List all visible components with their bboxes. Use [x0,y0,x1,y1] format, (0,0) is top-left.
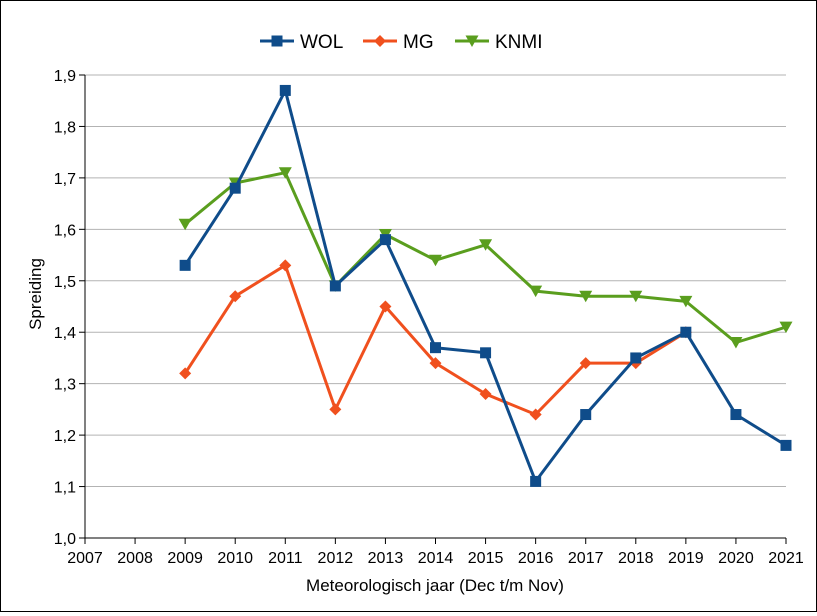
y-tick-label: 1,5 [54,274,76,291]
data-point [229,182,241,194]
data-point [629,290,643,303]
legend-marker [465,35,479,47]
legend: WOL MG KNMI [260,32,543,53]
x-tick-label: 2007 [67,550,103,567]
data-point [179,259,191,271]
data-point [379,234,391,246]
x-tick-label: 2009 [167,550,203,567]
y-tick-label: 1,6 [54,222,76,239]
x-tick-label: 2017 [568,550,604,567]
data-point [580,409,592,421]
x-tick-label: 2010 [217,550,253,567]
legend-marker [271,35,283,47]
y-tick-labels: 1,0 1,1 1,2 1,3 1,4 1,5 1,6 1,7 1,8 1,9 [54,68,76,548]
legend-marker [374,35,386,47]
series-line-knmi [184,171,787,344]
legend-label: KNMI [495,32,543,53]
y-tick-label: 1,0 [54,531,76,548]
data-point [429,357,442,370]
data-point [278,167,292,179]
x-tick-label: 2013 [368,550,404,567]
series-knmi [178,167,793,349]
x-tick-label: 2014 [418,550,454,567]
data-point [279,259,292,272]
y-tick-label: 1,1 [54,480,76,497]
series-mg [179,259,692,421]
data-point [178,218,192,231]
data-point [529,408,542,421]
x-tick-label: 2011 [268,550,303,567]
series-wol [179,84,792,487]
y-axis-label: Spreiding [26,258,45,330]
data-point [730,409,742,421]
data-point [429,254,442,267]
data-point [179,367,192,380]
data-point [329,403,342,416]
data-point [479,387,492,400]
series-group [178,84,793,487]
legend-item-mg: MG [363,32,434,53]
data-point [630,352,642,364]
y-tick-label: 1,9 [54,68,76,85]
x-tick-labels: 2007 2008 2009 2010 2011 2012 2013 2014 2015 2016… [67,550,804,567]
data-point [279,84,291,96]
x-tick-label: 2019 [668,550,704,567]
data-point [329,280,341,292]
axes [79,74,787,544]
x-tick-label: 2015 [468,550,504,567]
data-point [530,475,542,487]
data-point [780,439,792,451]
y-tick-label: 1,2 [54,428,76,445]
data-point [229,290,242,303]
data-point [430,342,441,354]
legend-item-wol: WOL [260,32,343,53]
data-point [579,357,592,370]
data-point [679,295,693,308]
data-point [680,326,692,338]
legend-label: MG [403,32,434,53]
x-tick-label: 2016 [518,550,554,567]
y-tick-label: 1,3 [54,377,76,394]
x-tick-label: 2018 [618,550,654,567]
x-tick-label: 2020 [718,550,754,567]
series-line-wol [183,88,787,483]
legend-label: WOL [300,32,343,53]
data-point [480,347,492,359]
data-point [779,321,793,334]
series-line-mg [183,263,687,416]
legend-item-knmi: KNMI [455,32,543,53]
x-tick-label: 2012 [318,550,354,567]
data-point [729,337,743,349]
data-point [479,239,493,251]
y-tick-label: 1,8 [54,119,76,136]
gridlines [85,74,786,488]
data-point [529,285,543,298]
y-tick-label: 1,7 [54,171,76,188]
x-axis-label: Meteorologisch jaar (Dec t/m Nov) [306,576,564,595]
x-tick-label: 2021 [768,550,804,567]
data-point [379,300,392,313]
data-point [579,290,593,303]
y-tick-label: 1,4 [54,325,76,342]
x-tick-label: 2008 [117,550,153,567]
